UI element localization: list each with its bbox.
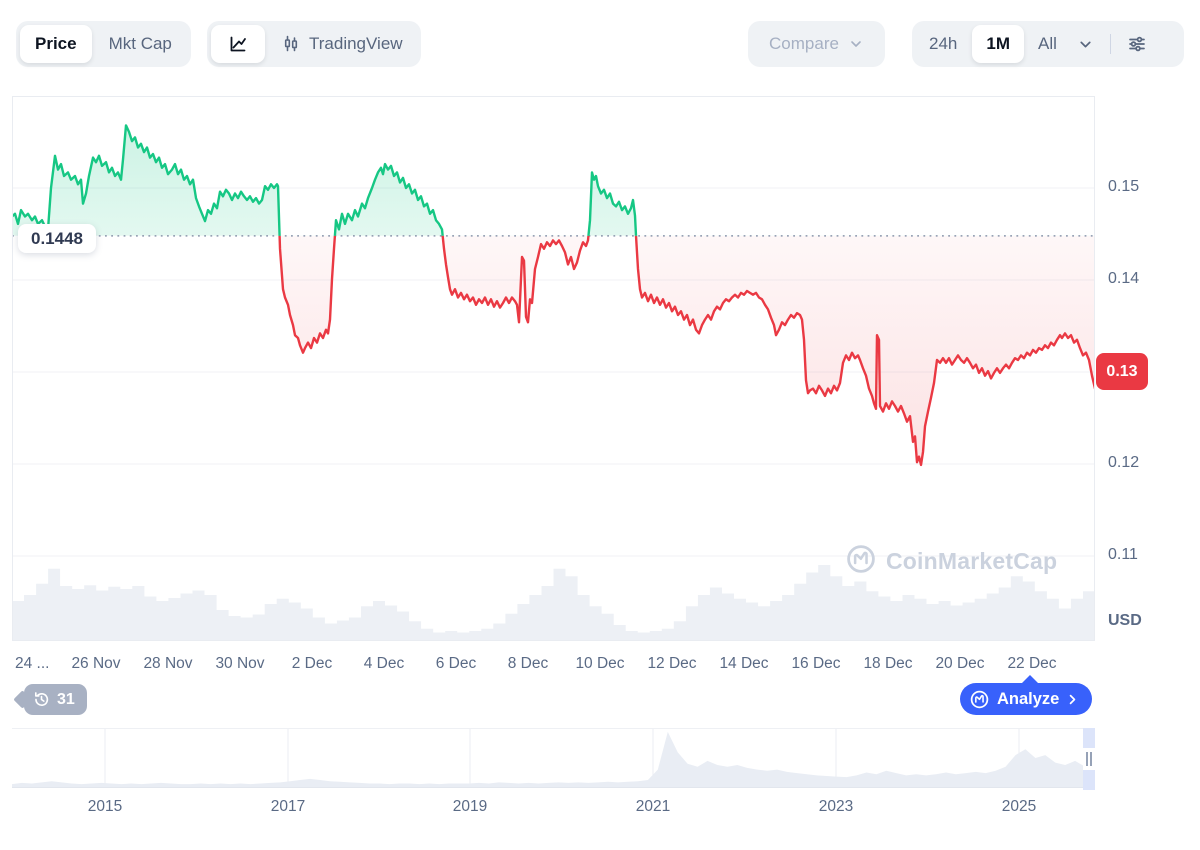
compare-label: Compare	[769, 34, 839, 53]
x-tick-label: 4 Dec	[363, 655, 405, 672]
range-more-button[interactable]	[1071, 25, 1100, 63]
threshold-price-label: 0.1448	[18, 224, 96, 253]
history-button[interactable]: 31	[24, 684, 87, 715]
sliders-icon	[1127, 34, 1147, 54]
x-tick-label: 18 Dec	[863, 655, 913, 672]
timeline-minimap[interactable]	[12, 728, 1095, 790]
x-tick-label: 12 Dec	[647, 655, 697, 672]
x-tick-label: 10 Dec	[575, 655, 625, 672]
x-tick-label: 26 Nov	[71, 655, 121, 672]
x-tick-label: 16 Dec	[791, 655, 841, 672]
tradingview-label: TradingView	[309, 34, 403, 53]
x-axis: 24 ... 26 Nov 28 Nov 30 Nov 2 Dec 4 Dec 6 Dec 8…	[0, 655, 1200, 677]
line-chart-icon	[228, 34, 248, 54]
x-tick-label: 28 Nov	[143, 655, 193, 672]
x-tick-label: 2 Dec	[291, 655, 333, 672]
chart-type-toggle: TradingView	[207, 21, 421, 67]
range-1m[interactable]: 1M	[972, 25, 1024, 63]
x-tick-label: 22 Dec	[1007, 655, 1057, 672]
minimap-year-label: 2017	[270, 798, 306, 815]
y-tick-label: 0.11	[1108, 546, 1138, 563]
minimap-year-axis: 2015 2017 2019 2021 2023 2025	[0, 798, 1200, 820]
chevron-down-icon	[1077, 36, 1094, 53]
coinmarketcap-logo-icon	[969, 689, 990, 710]
tab-line-chart[interactable]	[211, 25, 265, 63]
analyze-label: Analyze	[997, 689, 1060, 708]
x-tick-label: 20 Dec	[935, 655, 985, 672]
compare-button[interactable]: Compare	[748, 21, 885, 67]
y-axis-unit-label: USD	[1108, 612, 1142, 629]
current-price-badge: 0.13	[1096, 353, 1148, 390]
minimap-year-label: 2019	[452, 798, 488, 815]
tab-price[interactable]: Price	[20, 25, 92, 63]
y-tick-label: 0.14	[1108, 270, 1140, 287]
minimap-year-label: 2025	[1001, 798, 1037, 815]
range-toggle: 24h 1M All	[912, 21, 1184, 67]
minimap-year-label: 2023	[818, 798, 854, 815]
x-tick-label: 6 Dec	[435, 655, 477, 672]
chart-settings-button[interactable]	[1121, 25, 1153, 63]
price-chart-canvas[interactable]	[12, 96, 1095, 642]
tab-mkt-cap[interactable]: Mkt Cap	[108, 34, 172, 53]
range-all[interactable]: All	[1038, 34, 1057, 53]
history-count: 31	[57, 690, 75, 708]
divider	[1109, 34, 1111, 54]
x-tick-label: 8 Dec	[507, 655, 549, 672]
history-clock-icon	[32, 690, 51, 709]
metric-toggle: Price Mkt Cap	[16, 21, 191, 67]
minimap-year-label: 2021	[635, 798, 671, 815]
chevron-right-icon	[1066, 693, 1079, 706]
candlestick-icon	[281, 34, 301, 54]
y-tick-label: 0.15	[1108, 178, 1140, 195]
range-24h[interactable]: 24h	[929, 34, 958, 53]
chevron-down-icon	[848, 36, 864, 52]
x-tick-label: 14 Dec	[719, 655, 769, 672]
analyze-tooltip-arrow	[1021, 675, 1039, 684]
analyze-button[interactable]: Analyze	[960, 683, 1093, 715]
tab-tradingview[interactable]: TradingView	[267, 25, 417, 63]
minimap-year-label: 2015	[87, 798, 123, 815]
y-tick-label: 0.12	[1108, 454, 1140, 471]
x-tick-label: 30 Nov	[215, 655, 265, 672]
x-tick-label: 24 ...	[15, 655, 50, 672]
minimap-selection-handle[interactable]	[1083, 728, 1095, 790]
